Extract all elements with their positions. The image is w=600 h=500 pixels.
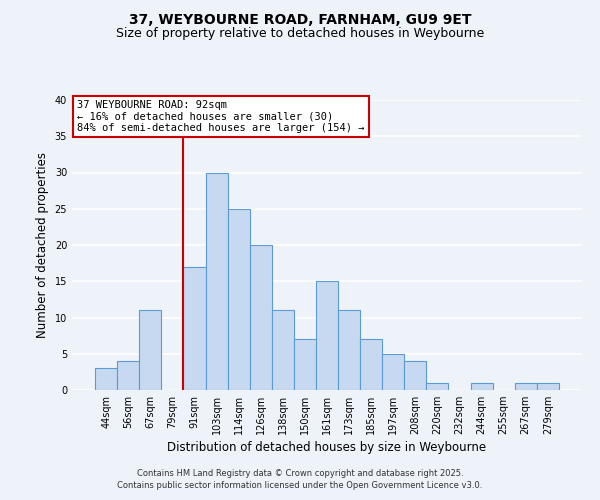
Bar <box>382 354 404 390</box>
Bar <box>272 310 294 390</box>
Text: Contains public sector information licensed under the Open Government Licence v3: Contains public sector information licen… <box>118 481 482 490</box>
Text: Contains HM Land Registry data © Crown copyright and database right 2025.: Contains HM Land Registry data © Crown c… <box>137 468 463 477</box>
Bar <box>515 383 537 390</box>
Bar <box>117 361 139 390</box>
X-axis label: Distribution of detached houses by size in Weybourne: Distribution of detached houses by size … <box>167 442 487 454</box>
Bar <box>404 361 427 390</box>
Text: 37, WEYBOURNE ROAD, FARNHAM, GU9 9ET: 37, WEYBOURNE ROAD, FARNHAM, GU9 9ET <box>129 12 471 26</box>
Bar <box>537 383 559 390</box>
Text: Size of property relative to detached houses in Weybourne: Size of property relative to detached ho… <box>116 28 484 40</box>
Bar <box>184 267 206 390</box>
Y-axis label: Number of detached properties: Number of detached properties <box>36 152 49 338</box>
Bar <box>360 339 382 390</box>
Bar <box>294 339 316 390</box>
Bar <box>316 281 338 390</box>
Bar <box>227 209 250 390</box>
Text: 37 WEYBOURNE ROAD: 92sqm
← 16% of detached houses are smaller (30)
84% of semi-d: 37 WEYBOURNE ROAD: 92sqm ← 16% of detach… <box>77 100 365 133</box>
Bar <box>139 310 161 390</box>
Bar <box>338 310 360 390</box>
Bar <box>250 245 272 390</box>
Bar <box>427 383 448 390</box>
Bar <box>206 172 227 390</box>
Bar <box>95 368 117 390</box>
Bar <box>470 383 493 390</box>
